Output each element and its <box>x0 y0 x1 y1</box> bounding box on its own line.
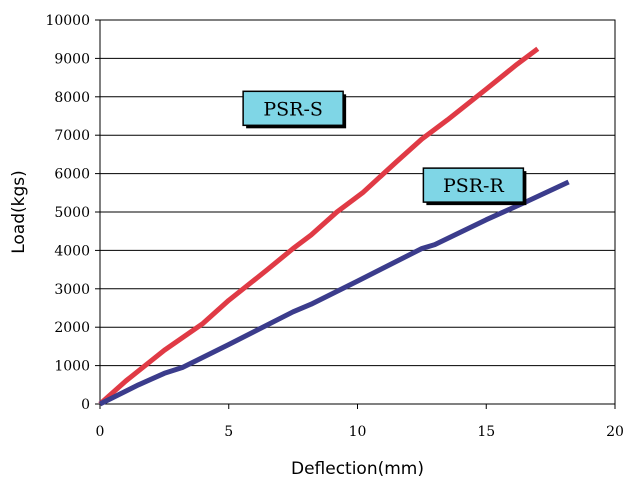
x-tick-label: 20 <box>606 424 624 440</box>
series-line-psr-s <box>98 46 540 406</box>
gridlines <box>100 19 615 367</box>
y-tick-label: 5000 <box>54 205 90 221</box>
x-tick-label: 15 <box>477 424 495 440</box>
y-tick-label: 8000 <box>54 90 90 106</box>
x-tick-label: 10 <box>349 424 367 440</box>
y-tick-label: 6000 <box>54 167 90 183</box>
label-text: PSR-S <box>263 98 323 120</box>
y-tick-label: 7000 <box>54 128 90 144</box>
label-text: PSR-R <box>443 175 505 197</box>
y-tick-label: 4000 <box>54 243 90 259</box>
y-tick-label: 9000 <box>54 51 90 67</box>
y-tick-label: 2000 <box>54 320 90 336</box>
series-labels: PSR-S PSR-R <box>242 90 527 206</box>
series-lines <box>98 46 570 407</box>
series-line-psr-r <box>98 179 570 407</box>
y-tick-label: 10000 <box>45 13 90 29</box>
x-tick-label: 0 <box>96 424 105 440</box>
x-axis-title: Deflection(mm) <box>291 459 424 479</box>
series-label-psr-s: PSR-S <box>242 90 347 129</box>
y-axis-title: Load(kgs) <box>9 170 29 254</box>
label-box <box>422 167 525 203</box>
y-tick-label: 0 <box>81 397 90 413</box>
y-tick-label: 1000 <box>54 359 90 375</box>
y-tick-label: 3000 <box>54 282 90 298</box>
axis-ticks: 0100020003000400050006000700080009000100… <box>45 13 623 440</box>
label-box <box>242 90 344 127</box>
x-tick-label: 5 <box>224 424 233 440</box>
series-label-psr-r: PSR-R <box>422 167 527 206</box>
